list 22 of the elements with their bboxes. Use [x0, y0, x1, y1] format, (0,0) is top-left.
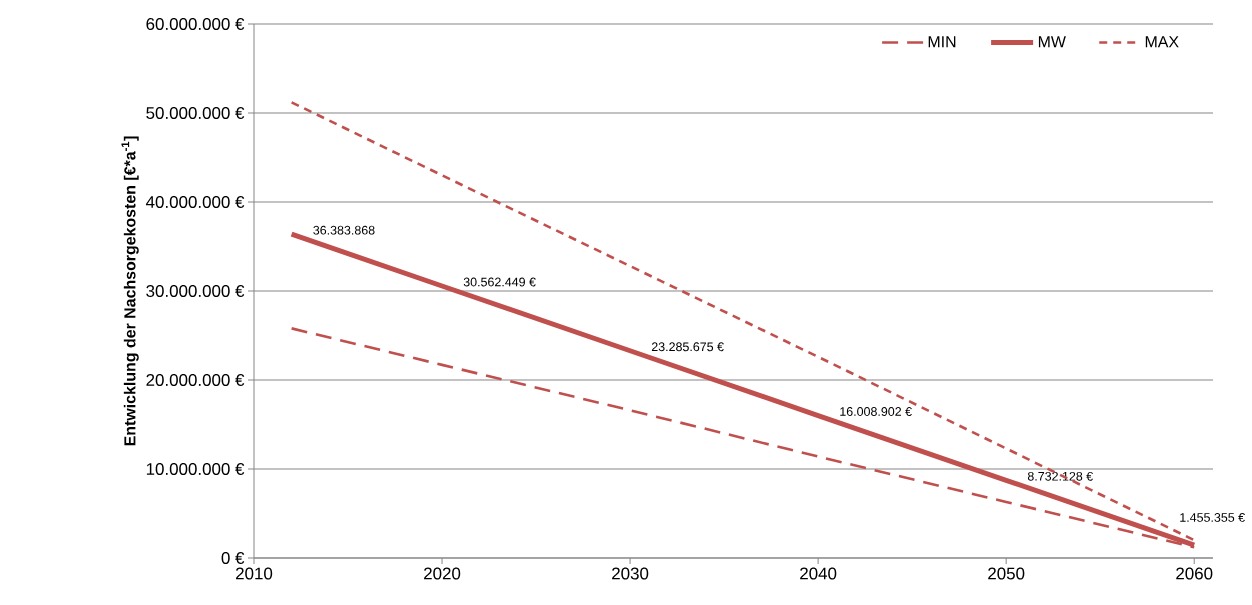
y-tick-label: 50.000.000 € — [146, 107, 245, 119]
data-label: 30.562.449 € — [463, 277, 536, 287]
x-tick-label: 2020 — [424, 567, 461, 580]
y-tick-label: 0 € — [221, 552, 245, 564]
y-tick-label: 60.000.000 € — [146, 18, 245, 30]
x-tick-label: 2030 — [612, 567, 649, 580]
y-axis-title: Entwicklung der Nachsorgekosten [€*a$^{-1}$] — [121, 136, 139, 446]
data-label: 1.455.355 € — [1180, 513, 1245, 522]
legend-label: MIN — [928, 36, 956, 48]
y-tick-label: 30.000.000 € — [146, 285, 245, 297]
y-tick-label: 10.000.000 € — [146, 463, 245, 475]
x-tick-label: 2060 — [1176, 567, 1213, 580]
legend-label: MAX — [1145, 36, 1179, 48]
data-label: 16.008.902 € — [840, 407, 912, 416]
x-tick-label: 2050 — [988, 567, 1025, 580]
y-tick-label: 40.000.000 € — [145, 196, 245, 208]
x-tick-label: 2040 — [800, 567, 837, 580]
data-label: 36.383.868 — [313, 225, 375, 235]
y-tick-label: 20.000.000 € — [146, 374, 245, 386]
x-tick-label: 2010 — [236, 567, 273, 580]
legend-label: MW — [1038, 36, 1066, 48]
data-label: 23.285.675 € — [651, 342, 724, 352]
